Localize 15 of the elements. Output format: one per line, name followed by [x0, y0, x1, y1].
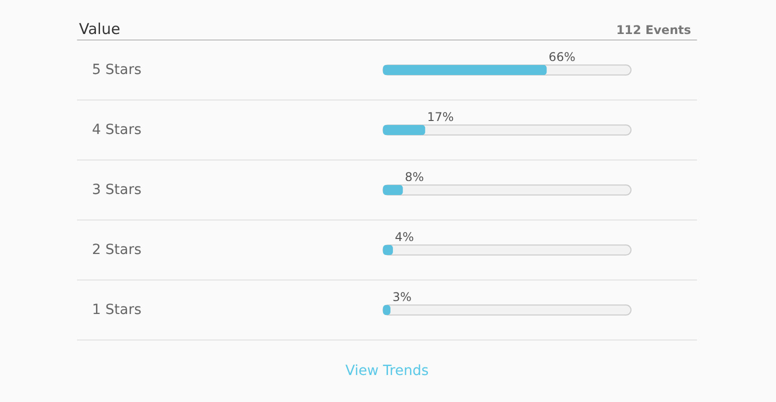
- text: View Trends: [345, 363, 429, 379]
- data-label: 8%: [404, 170, 424, 184]
- data-label: 66%: [548, 50, 576, 64]
- y-tick-label: 2 Stars: [92, 242, 142, 258]
- data-label: 17%: [427, 110, 454, 124]
- data-label: 4%: [394, 230, 414, 244]
- text: 112 Events: [616, 23, 691, 37]
- y-tick-label: 1 Stars: [92, 302, 142, 318]
- text: Value: [79, 20, 120, 38]
- bar: [383, 185, 403, 195]
- data-label: 3%: [392, 290, 412, 304]
- y-tick-label: 3 Stars: [92, 182, 142, 198]
- y-tick-label: 4 Stars: [92, 122, 142, 138]
- y-tick-label: 5 Stars: [92, 62, 142, 78]
- bar: [383, 125, 426, 135]
